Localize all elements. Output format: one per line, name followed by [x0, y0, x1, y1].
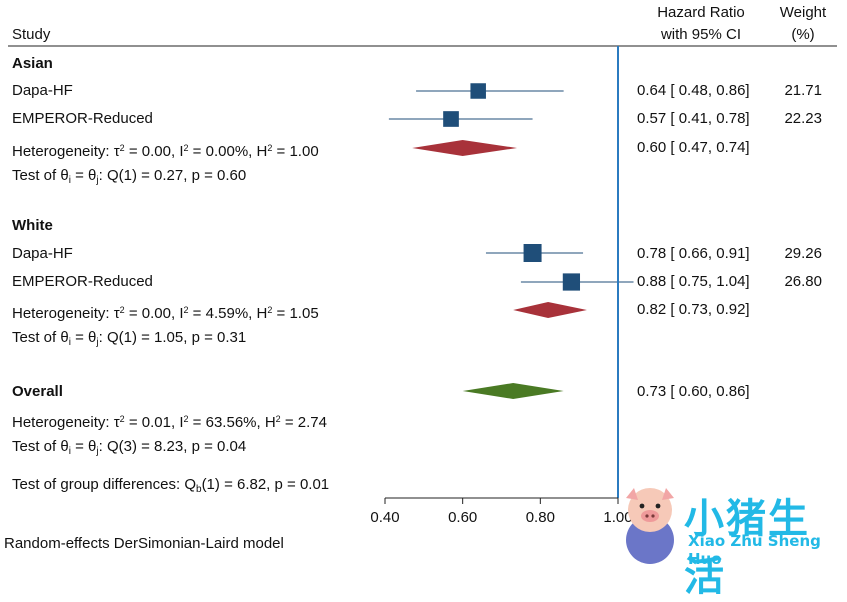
study-label: Dapa-HF — [12, 245, 73, 262]
study-marker — [470, 83, 486, 99]
column-header-hr-line1: Hazard Ratio — [657, 4, 745, 21]
study-label: EMPEROR-Reduced — [12, 273, 153, 290]
study-label: EMPEROR-Reduced — [12, 110, 153, 127]
ci-text: 0.64 [ 0.48, 0.86] — [637, 82, 750, 99]
footnote: Random-effects DerSimonian-Laird model — [4, 535, 284, 552]
overall-title: Overall — [12, 383, 63, 400]
forest-plot: 0.40 0.60 0.80 1.00 — [8, 45, 837, 526]
study-marker — [562, 273, 581, 291]
ci-text: 0.88 [ 0.75, 1.04] — [637, 273, 750, 290]
weight-text: 22.23 — [784, 110, 822, 127]
group-title-white: White — [12, 217, 53, 234]
ci-text: 0.73 [ 0.60, 0.86] — [637, 383, 750, 400]
test-label: Test of θi = θj: Q(1) = 1.05, p = 0.31 — [12, 329, 247, 348]
group-title-asian: Asian — [12, 55, 53, 72]
study-label: Dapa-HF — [12, 82, 73, 99]
test-label: Test of θi = θj: Q(1) = 0.27, p = 0.60 — [12, 167, 247, 186]
weight-text: 21.71 — [784, 82, 822, 99]
weight-text: 29.26 — [784, 245, 822, 262]
x-tick-label: 0.40 — [370, 509, 399, 526]
overall-test-label: Test of θi = θj: Q(3) = 8.23, p = 0.04 — [12, 438, 247, 457]
column-header-hr-line2: with 95% CI — [660, 26, 742, 43]
ci-text: 0.57 [ 0.41, 0.78] — [637, 110, 750, 127]
subgroup-diamond — [412, 140, 518, 156]
x-tick-label: 0.80 — [526, 509, 555, 526]
overall-heterogeneity-label: Heterogeneity: τ2 = 0.01, I2 = 63.56%, H… — [12, 414, 327, 431]
ci-text: 0.78 [ 0.66, 0.91] — [637, 245, 750, 262]
column-header-weight-line2: (%) — [791, 26, 815, 43]
x-tick-label: 1.00 — [603, 509, 632, 526]
column-header-weight-line1: Weight — [779, 4, 827, 21]
group-differences-label: Test of group differences: Qb(1) = 6.82,… — [12, 476, 330, 495]
study-marker — [443, 111, 459, 127]
overall-diamond — [462, 383, 564, 399]
ci-text: 0.82 [ 0.73, 0.92] — [637, 301, 750, 318]
subgroup-diamond — [513, 302, 587, 318]
x-tick-label: 0.60 — [448, 509, 477, 526]
weight-text: 26.80 — [784, 273, 822, 290]
heterogeneity-label: Heterogeneity: τ2 = 0.00, I2 = 0.00%, H2… — [12, 143, 319, 160]
watermark: 小猪生活 Xiao Zhu Sheng Huo — [612, 478, 847, 600]
ci-text: 0.60 [ 0.47, 0.74] — [637, 139, 750, 156]
pig-mascot-icon — [626, 488, 674, 564]
column-header-study: Study — [12, 26, 51, 43]
study-marker — [523, 244, 542, 262]
heterogeneity-label: Heterogeneity: τ2 = 0.00, I2 = 4.59%, H2… — [12, 305, 319, 322]
watermark-text-en: Xiao Zhu Sheng Huo — [688, 532, 821, 568]
